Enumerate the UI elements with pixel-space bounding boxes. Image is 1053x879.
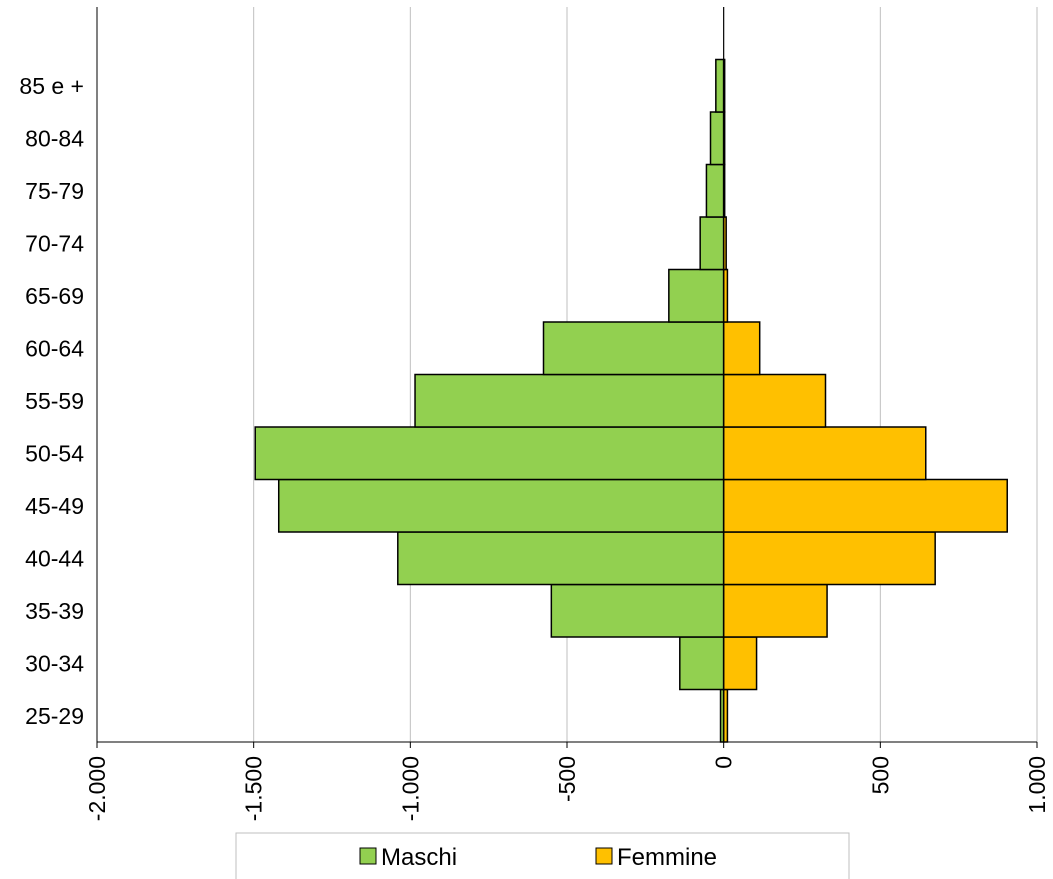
y-tick-label: 70-74	[25, 230, 84, 256]
bar-maschi-60-64	[542, 321, 725, 376]
y-tick-label: 75-79	[25, 178, 84, 204]
y-tick-label: 60-64	[25, 335, 84, 361]
bars	[254, 58, 1008, 743]
x-tick-label: -500	[554, 756, 580, 802]
bar-maschi-80-84	[709, 111, 725, 166]
x-tick-label: 0	[711, 756, 737, 769]
y-tick-label: 65-69	[25, 283, 84, 309]
bar-maschi-50-54	[254, 426, 725, 481]
bar-femmine-40-44	[722, 531, 936, 586]
legend-swatch-femmine	[595, 847, 613, 865]
bar-femmine-55-59	[722, 373, 827, 428]
y-tick-label: 50-54	[25, 440, 84, 466]
legend: Maschi Femmine	[235, 832, 850, 879]
x-tick-label: -1.000	[397, 756, 423, 821]
bar-maschi-85-e-	[715, 58, 725, 113]
x-tick-label: -2.000	[84, 756, 110, 821]
bar-maschi-40-44	[397, 531, 725, 586]
x-tick-label: 500	[867, 756, 893, 794]
bar-femmine-45-49	[722, 478, 1008, 533]
y-tick-label: 25-29	[25, 703, 84, 729]
y-tick-label: 85 e +	[19, 73, 84, 99]
bar-maschi-35-39	[550, 583, 725, 638]
bar-maschi-45-49	[277, 478, 725, 533]
x-axis-labels: -2.000 -1.500 -1.000 -500 0 500 1.000	[84, 756, 1050, 821]
bar-femmine-30-34	[722, 636, 758, 691]
legend-label-femmine: Femmine	[617, 844, 717, 871]
bar-femmine-50-54	[722, 426, 927, 481]
bar-maschi-75-79	[705, 163, 725, 218]
x-tick-label: 1.000	[1024, 756, 1050, 814]
y-tick-label: 40-44	[25, 545, 84, 571]
bar-maschi-70-74	[699, 216, 725, 271]
legend-label-maschi: Maschi	[381, 844, 457, 871]
bar-femmine-60-64	[722, 321, 761, 376]
y-tick-label: 45-49	[25, 493, 84, 519]
legend-box	[235, 832, 850, 879]
bar-femmine-35-39	[722, 583, 828, 638]
y-axis-labels: 25-29 30-34 35-39 40-44 45-49 50-54 55-59 60-64…	[19, 73, 84, 729]
y-tick-label: 35-39	[25, 598, 84, 624]
bar-maschi-30-34	[679, 636, 725, 691]
y-tick-label: 80-84	[25, 125, 84, 151]
axes	[96, 7, 1038, 748]
bar-maschi-65-69	[668, 268, 725, 323]
legend-swatch-maschi	[359, 847, 377, 865]
x-tick-label: -1.500	[241, 756, 267, 821]
y-tick-label: 30-34	[25, 650, 84, 676]
bar-maschi-55-59	[414, 373, 725, 428]
y-tick-label: 55-59	[25, 388, 84, 414]
